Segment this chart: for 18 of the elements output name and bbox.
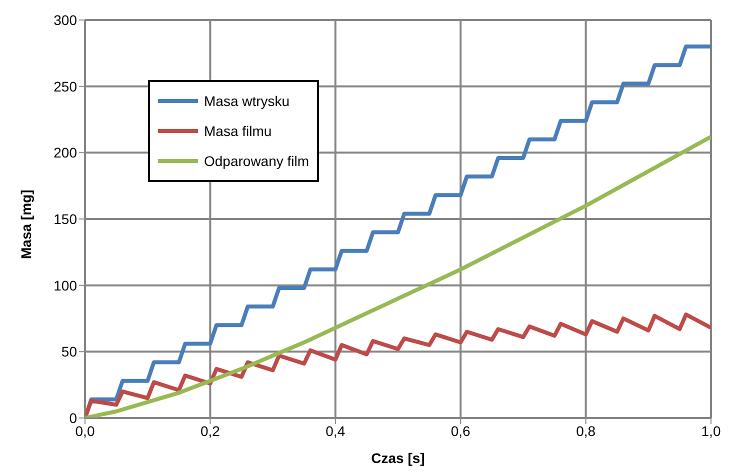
- y-tick-label: 50: [61, 344, 78, 360]
- x-tick-label: 0,6: [450, 422, 471, 439]
- x-tick-label: 0,4: [326, 422, 346, 439]
- y-tick-label: 0: [69, 410, 78, 426]
- x-tick-label: 0,0: [75, 422, 95, 439]
- legend-label: Masa filmu: [204, 123, 272, 139]
- x-tick-label: 0,8: [576, 422, 596, 439]
- y-tick-label: 100: [54, 277, 78, 294]
- y-tick-label: 200: [54, 144, 78, 161]
- legend-label: Masa wtrysku: [204, 93, 290, 109]
- x-tick-label: 1,0: [701, 422, 721, 439]
- y-tick-label: 150: [54, 210, 78, 227]
- y-tick-label: 300: [54, 12, 78, 28]
- y-tick-label: 250: [54, 78, 78, 94]
- y-axis-title: Masa [mg]: [18, 190, 34, 259]
- x-tick-label: 0,2: [200, 422, 220, 439]
- legend-label: Odparowany film: [204, 153, 310, 169]
- x-axis-title: Czas [s]: [371, 450, 425, 466]
